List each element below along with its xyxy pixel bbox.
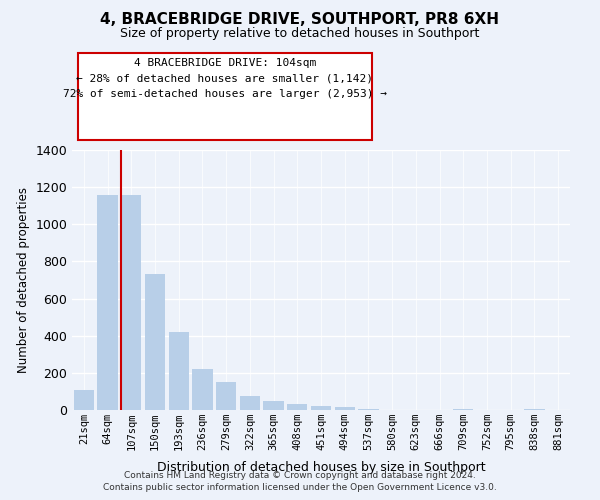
Bar xyxy=(453,409,473,410)
Y-axis label: Number of detached properties: Number of detached properties xyxy=(17,187,30,373)
Bar xyxy=(524,409,545,410)
Text: Contains HM Land Registry data © Crown copyright and database right 2024.
Contai: Contains HM Land Registry data © Crown c… xyxy=(103,471,497,492)
Bar xyxy=(121,194,142,410)
Bar xyxy=(145,274,165,410)
Bar xyxy=(240,396,260,410)
Bar xyxy=(335,407,355,410)
Bar xyxy=(358,408,379,410)
Text: 4 BRACEBRIDGE DRIVE: 104sqm
← 28% of detached houses are smaller (1,142)
72% of : 4 BRACEBRIDGE DRIVE: 104sqm ← 28% of det… xyxy=(63,58,387,98)
Bar xyxy=(74,390,94,410)
Bar xyxy=(311,406,331,410)
Bar xyxy=(193,369,212,410)
Text: Size of property relative to detached houses in Southport: Size of property relative to detached ho… xyxy=(121,28,479,40)
Bar xyxy=(216,382,236,410)
X-axis label: Distribution of detached houses by size in Southport: Distribution of detached houses by size … xyxy=(157,462,485,474)
Bar xyxy=(169,332,189,410)
Bar xyxy=(287,404,307,410)
Bar xyxy=(263,400,284,410)
Text: 4, BRACEBRIDGE DRIVE, SOUTHPORT, PR8 6XH: 4, BRACEBRIDGE DRIVE, SOUTHPORT, PR8 6XH xyxy=(101,12,499,28)
Bar xyxy=(97,194,118,410)
